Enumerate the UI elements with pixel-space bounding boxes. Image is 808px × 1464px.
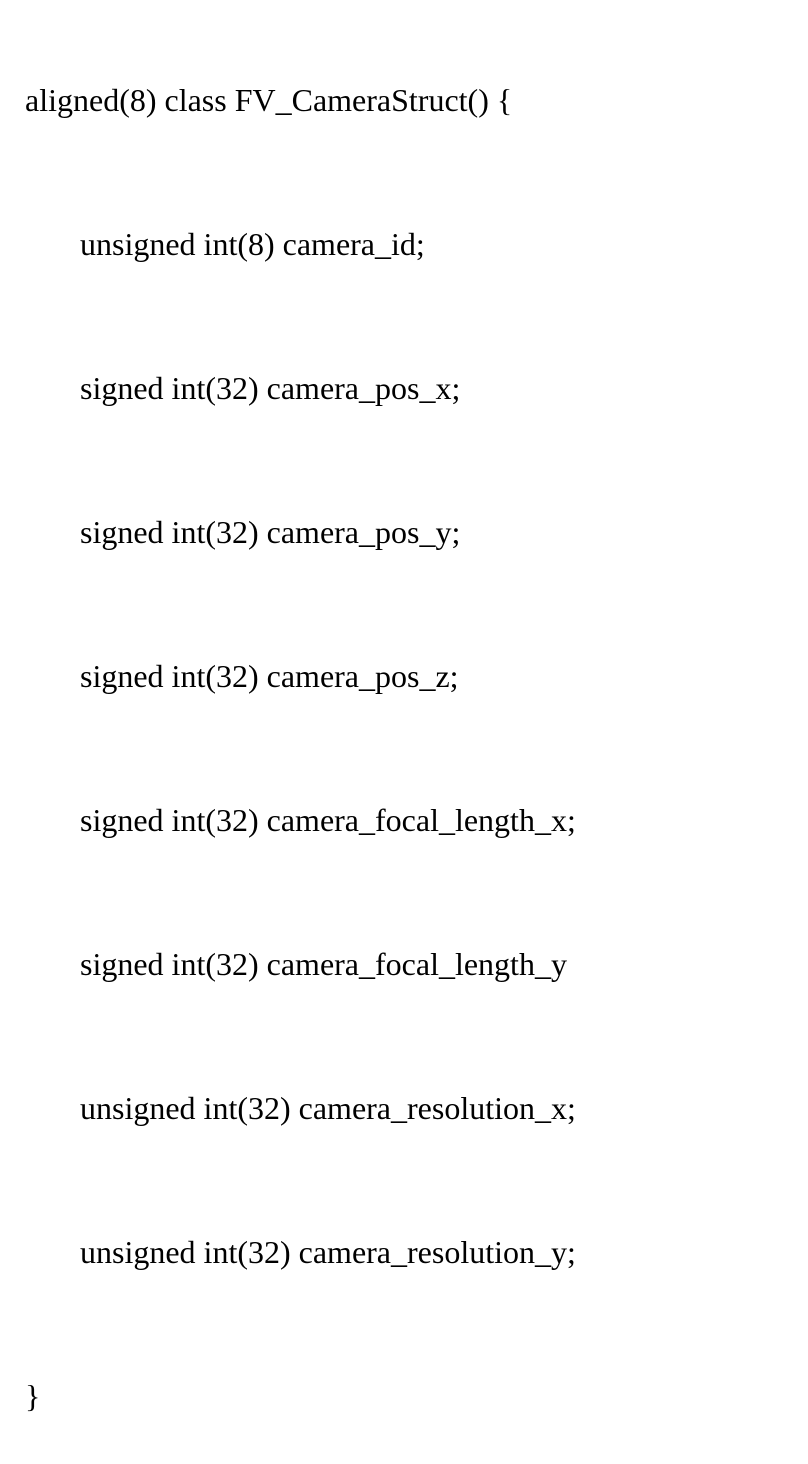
member-line: signed int(32) camera_pos_x;: [25, 372, 783, 404]
member-line: signed int(32) camera_focal_length_x;: [25, 804, 783, 836]
class-declaration-line: aligned(8) class FV_CameraStruct() {: [25, 84, 783, 116]
member-line: unsigned int(32) camera_resolution_y;: [25, 1236, 783, 1268]
member-line: signed int(32) camera_focal_length_y: [25, 948, 783, 980]
member-line: signed int(32) camera_pos_y;: [25, 516, 783, 548]
code-block: aligned(8) class FV_CameraStruct() { uns…: [25, 20, 783, 1444]
member-line: signed int(32) camera_pos_z;: [25, 660, 783, 692]
member-line: unsigned int(32) camera_resolution_x;: [25, 1092, 783, 1124]
class-close-line: }: [25, 1380, 783, 1412]
member-line: unsigned int(8) camera_id;: [25, 228, 783, 260]
